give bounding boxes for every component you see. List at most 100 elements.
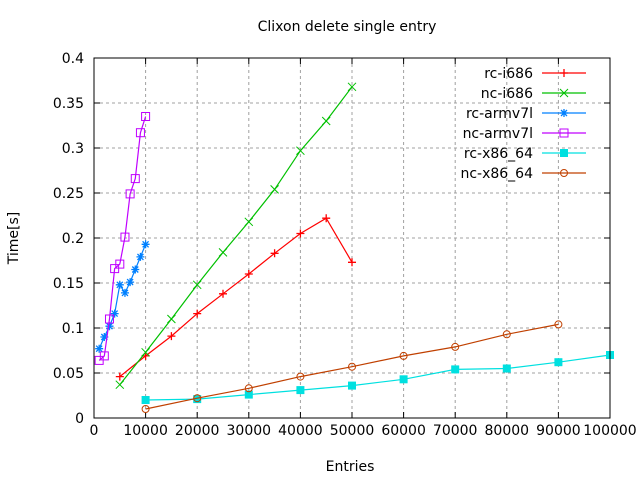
y-tick-label: 0.1 xyxy=(62,321,84,337)
series-line xyxy=(145,323,559,410)
plus-marker xyxy=(348,258,356,267)
x-tick-label: 90000 xyxy=(536,423,581,439)
filled-box-marker xyxy=(296,386,305,395)
cross-marker xyxy=(270,185,279,194)
box-marker xyxy=(130,174,140,184)
series-line xyxy=(119,217,353,378)
series-line xyxy=(119,86,353,386)
star-marker xyxy=(120,288,129,297)
filled-box-marker xyxy=(348,381,356,390)
x-tick-label: 10000 xyxy=(123,423,168,439)
x-tick-label: 80000 xyxy=(485,423,530,439)
y-tick-label: 0.2 xyxy=(62,231,84,247)
cross-marker xyxy=(218,248,228,257)
filled-box-marker xyxy=(554,358,563,367)
series-rc-x86_64 xyxy=(141,351,614,404)
y-tick-label: 0.15 xyxy=(53,276,84,292)
circle-marker xyxy=(554,320,563,329)
circle-marker xyxy=(296,372,305,381)
x-axis-label: Entries xyxy=(326,459,375,475)
y-tick-label: 0.3 xyxy=(62,141,84,157)
x-tick-label: 100000 xyxy=(583,423,636,439)
y-tick-label: 0.4 xyxy=(62,51,84,67)
legend-label: rc-armv7l xyxy=(466,106,533,122)
plus-marker xyxy=(322,214,331,223)
star-marker xyxy=(95,344,104,353)
cross-marker xyxy=(559,88,569,98)
star-marker xyxy=(136,252,145,261)
cross-marker xyxy=(115,380,125,390)
cross-marker xyxy=(167,314,176,324)
star-marker xyxy=(560,109,568,117)
box-marker xyxy=(120,232,130,242)
legend-item: nc-x86_64 xyxy=(460,166,586,182)
filled-box-marker xyxy=(399,375,408,384)
x-tick-label: 20000 xyxy=(175,423,220,439)
x-tick-label: 0 xyxy=(90,423,99,439)
filled-box-marker xyxy=(244,390,253,399)
legend-label: nc-x86_64 xyxy=(460,166,533,182)
series-nc-i686 xyxy=(115,82,357,390)
series-rc-i686 xyxy=(115,214,356,381)
x-tick-label: 70000 xyxy=(433,423,478,439)
legend-item: rc-i686 xyxy=(484,66,586,82)
circle-marker xyxy=(502,330,511,339)
series-rc-armv7l xyxy=(95,240,150,353)
legend-label: rc-i686 xyxy=(484,66,533,82)
x-tick-label: 40000 xyxy=(278,423,323,439)
y-tick-label: 0.05 xyxy=(53,366,84,382)
plus-marker xyxy=(270,249,279,258)
filled-box-marker xyxy=(502,364,511,373)
x-tick-label: 60000 xyxy=(381,423,426,439)
circle-marker xyxy=(193,394,202,403)
legend-item: nc-armv7l xyxy=(463,126,586,142)
star-marker xyxy=(131,265,140,274)
box-marker xyxy=(559,128,569,138)
legend: rc-i686 nc-i686 rc-armv7l nc-armv7l rc-x86_6… xyxy=(460,66,586,182)
filled-box-marker xyxy=(451,365,460,374)
series-line xyxy=(98,116,147,361)
circle-marker xyxy=(244,384,253,393)
series-nc-x86_64 xyxy=(141,320,563,413)
box-marker xyxy=(115,259,125,269)
circle-marker xyxy=(451,342,460,351)
filled-box-marker xyxy=(141,396,150,404)
series-line xyxy=(98,244,147,349)
plot-border xyxy=(93,57,611,419)
plus-marker xyxy=(193,309,202,318)
star-marker xyxy=(115,280,124,289)
plus-marker xyxy=(219,289,227,298)
ticks: 0 10000 20000 30000 40000 50000 60000 70000 8000… xyxy=(53,51,637,439)
star-marker xyxy=(126,278,135,287)
plus-marker xyxy=(167,332,176,341)
chart-title: Clixon delete single entry xyxy=(258,19,437,35)
filled-box-marker xyxy=(560,149,568,157)
y-tick-label: 0.25 xyxy=(53,186,84,202)
x-tick-label: 50000 xyxy=(330,423,375,439)
plus-marker xyxy=(560,69,568,77)
star-marker xyxy=(105,322,114,331)
circle-marker xyxy=(560,169,568,177)
plus-marker xyxy=(244,270,253,278)
circle-marker xyxy=(141,405,150,413)
series-line xyxy=(145,354,611,401)
series-layer xyxy=(94,82,614,413)
box-marker xyxy=(99,351,109,361)
plus-marker xyxy=(115,372,124,381)
legend-label: nc-i686 xyxy=(481,86,533,102)
cross-marker xyxy=(244,217,254,227)
y-tick-label: 0.35 xyxy=(53,96,84,112)
filled-box-marker xyxy=(193,395,202,404)
box-marker xyxy=(135,128,145,138)
star-marker xyxy=(110,309,119,318)
legend-label: rc-x86_64 xyxy=(464,146,533,162)
series-nc-armv7l xyxy=(94,112,151,365)
cross-marker xyxy=(296,146,305,156)
legend-label: nc-armv7l xyxy=(463,126,533,142)
legend-item: nc-i686 xyxy=(481,86,586,102)
y-tick-label: 0 xyxy=(75,411,84,427)
star-marker xyxy=(100,333,109,341)
star-marker xyxy=(141,240,150,249)
y-axis-label: Time[s] xyxy=(6,212,22,265)
